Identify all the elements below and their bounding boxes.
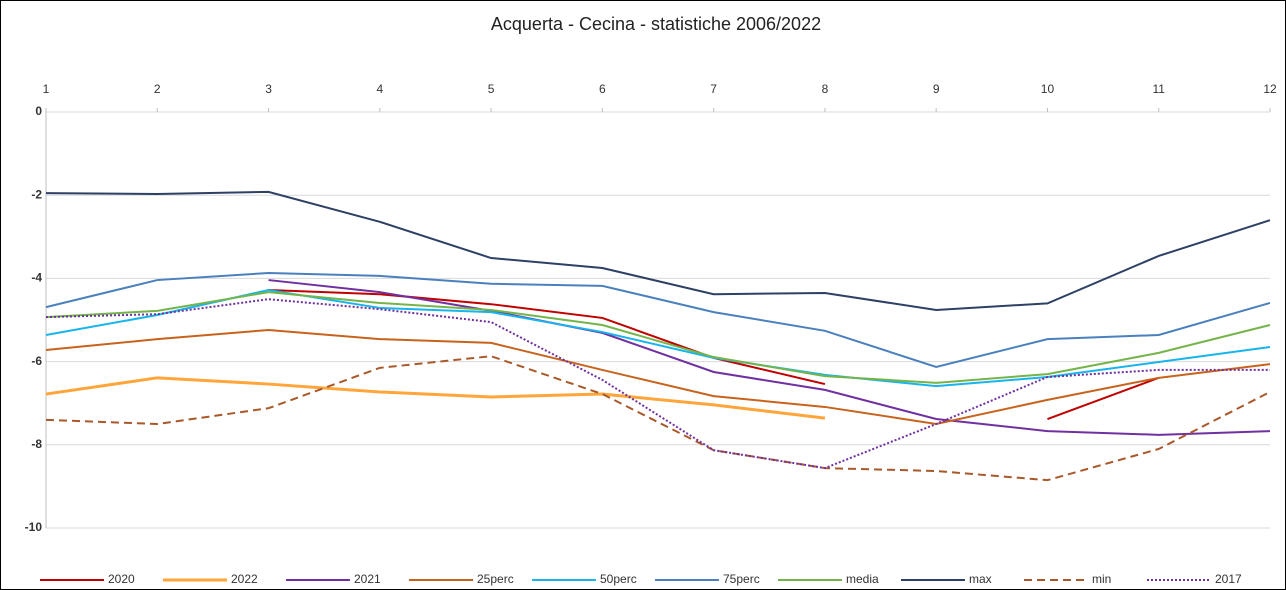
series-line xyxy=(45,190,1271,312)
legend-label: 2020 xyxy=(108,572,135,586)
y-tick-label: -10 xyxy=(25,520,43,534)
x-tick-label: 12 xyxy=(1263,82,1277,96)
legend-label: 2021 xyxy=(354,572,381,586)
x-tick-label: 4 xyxy=(376,82,383,96)
series-line xyxy=(45,328,1271,426)
series-line xyxy=(45,298,1270,470)
series-line xyxy=(45,289,1271,388)
x-tick-label: 11 xyxy=(1152,82,1165,96)
x-tick-label: 8 xyxy=(822,82,829,96)
legend-label: min xyxy=(1092,572,1111,586)
series-line xyxy=(268,279,1271,436)
x-tick-label: 7 xyxy=(710,82,717,96)
x-tick-label: 3 xyxy=(265,82,272,96)
series-line xyxy=(45,291,1271,384)
y-tick-label: -2 xyxy=(31,187,42,201)
y-tick-label: 0 xyxy=(35,104,42,118)
legend-label: 2022 xyxy=(231,572,258,586)
legend-label: 2017 xyxy=(1215,572,1242,586)
x-tick-label: 6 xyxy=(599,82,606,96)
x-tick-label: 10 xyxy=(1041,82,1055,96)
series-line xyxy=(268,289,1160,420)
legend-label: media xyxy=(846,572,879,586)
chart-title: Acquerta - Cecina - statistiche 2006/202… xyxy=(491,14,821,34)
y-tick-label: -8 xyxy=(31,437,42,451)
x-tick-label: 2 xyxy=(154,82,161,96)
legend-label: 25perc xyxy=(477,572,514,586)
legend-label: 75perc xyxy=(723,572,760,586)
legend-label: 50perc xyxy=(600,572,637,586)
y-tick-label: -4 xyxy=(31,271,42,285)
series-line xyxy=(45,376,826,420)
y-tick-label: -6 xyxy=(31,354,42,368)
x-tick-label: 1 xyxy=(43,82,50,96)
series-line xyxy=(45,271,1271,369)
x-tick-label: 5 xyxy=(488,82,495,96)
legend-label: max xyxy=(969,572,992,586)
x-tick-label: 9 xyxy=(933,82,940,96)
